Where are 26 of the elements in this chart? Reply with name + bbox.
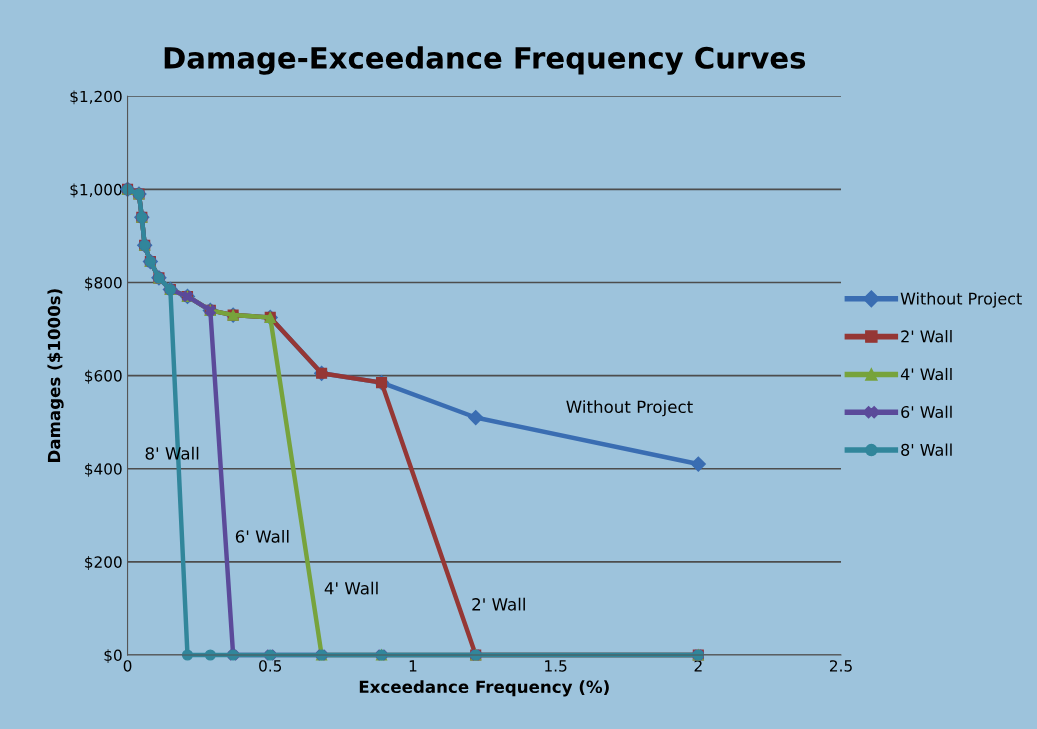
y-tick-label: $1,200 — [70, 90, 122, 105]
y-tick-label: $200 — [85, 556, 122, 570]
chart-title: Damage-Exceedance Frequency Curves — [164, 46, 806, 75]
x-tick-label: 1 — [409, 660, 417, 672]
legend-label: 6' Wall — [901, 405, 952, 419]
legend-label: 4' Wall — [900, 367, 952, 381]
y-tick-label: $800 — [85, 276, 122, 291]
x-tick-label: 0.5 — [259, 660, 282, 672]
legend-label: 2' Wall — [901, 330, 952, 343]
y-tick-label: $600 — [85, 369, 122, 384]
legend-label: Without Project — [900, 292, 1022, 308]
x-tick-label: 1.5 — [545, 660, 567, 672]
x-tick-label: 0 — [123, 660, 132, 672]
y-tick-label: $400 — [85, 462, 122, 477]
y-axis-title: Damages ($1000s) — [47, 289, 64, 462]
annotation: 6' Wall — [235, 529, 289, 543]
y-tick-label: $1,000 — [70, 183, 122, 198]
annotation: 4' Wall — [324, 581, 378, 595]
annotation: 2' Wall — [472, 597, 525, 611]
legend-label: 8' Wall — [901, 443, 952, 456]
x-tick-label: 2.5 — [829, 660, 852, 672]
annotation: Without Project — [566, 400, 693, 417]
x-tick-label: 2 — [694, 660, 702, 672]
annotation: 8' Wall — [145, 446, 199, 460]
y-tick-label: $0 — [104, 649, 122, 664]
x-axis-title: Exceedance Frequency (%) — [359, 680, 609, 697]
